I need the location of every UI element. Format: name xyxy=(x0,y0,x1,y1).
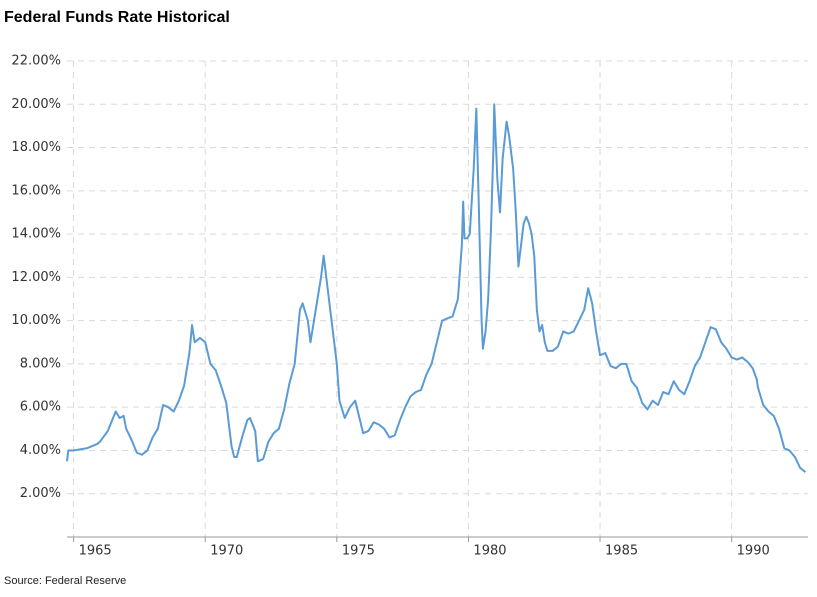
source-note: Source: Federal Reserve xyxy=(4,575,126,587)
y-tick-label: 8.00% xyxy=(20,356,61,371)
x-tick-label: 1975 xyxy=(342,544,375,559)
y-tick-label: 2.00% xyxy=(20,486,61,501)
y-tick-label: 18.00% xyxy=(11,140,61,155)
y-tick-label: 4.00% xyxy=(20,443,61,458)
y-tick-label: 10.00% xyxy=(11,313,61,328)
y-tick-label: 20.00% xyxy=(11,97,61,112)
x-tick-label: 1970 xyxy=(210,544,243,559)
y-tick-label: 16.00% xyxy=(11,183,61,198)
x-tick-label: 1985 xyxy=(605,544,638,559)
x-tick-label: 1990 xyxy=(737,544,770,559)
y-tick-label: 12.00% xyxy=(11,270,61,285)
x-tick-label: 1980 xyxy=(473,544,506,559)
chart-title: Federal Funds Rate Historical xyxy=(4,9,230,26)
y-tick-label: 22.00% xyxy=(11,54,61,69)
y-tick-label: 6.00% xyxy=(20,400,61,415)
series-line xyxy=(66,103,807,473)
y-tick-label: 14.00% xyxy=(11,227,61,242)
x-tick-label: 1965 xyxy=(79,544,112,559)
